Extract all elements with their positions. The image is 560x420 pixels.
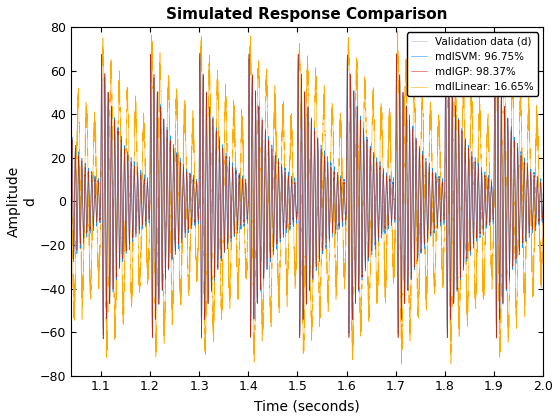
Line: mdlGP: 98.37%: mdlGP: 98.37% (52, 53, 543, 339)
Validation data (d) (78, 205, 85, 210)
mdlSVM: 96.75%: (1, 4.24): 96.75%: (1, 4.24) (48, 190, 55, 195)
mdlGP: 98.37%: (1.06, -2.93): 98.37%: (1.06, -2.93) (78, 205, 85, 210)
mdlGP: 98.37%: (1.95, 12.1): 98.37%: (1.95, 12.1) (514, 173, 521, 178)
mdlGP: 98.37%: (1, -57.1): 98.37%: (1, -57.1) (50, 323, 57, 328)
mdlLinear: 16.65%: (1.06, -22.1): 16.65%: (1.06, -22.1) (78, 247, 85, 252)
mdlLinear: 16.65%: (1.49, 31.8): 16.65%: (1.49, 31.8) (288, 130, 295, 135)
mdlGP: 98.37%: (1.3, 68.1): 98.37%: (1.3, 68.1) (197, 50, 203, 55)
mdlGP: 98.37%: (1.2, 3.72): 98.37%: (1.2, 3.72) (144, 191, 151, 196)
Line: mdlLinear: 16.65%: mdlLinear: 16.65% (52, 31, 543, 364)
mdlLinear: 16.65%: (1, 0.99): 16.65%: (1, 0.99) (48, 197, 55, 202)
mdlGP: 98.37%: (1, 1.34): 98.37%: (1, 1.34) (48, 196, 55, 201)
mdlSVM: 96.75%: (1, -58.7): 96.75%: (1, -58.7) (50, 327, 57, 332)
mdlSVM: 96.75%: (1.9, -62): 96.75%: (1.9, -62) (493, 334, 500, 339)
Y-axis label: Amplitude
d: Amplitude d (7, 166, 37, 237)
mdlLinear: 16.65%: (1.04, 0.418): 16.65%: (1.04, 0.418) (69, 198, 76, 203)
Validation data (d) (246, 52, 253, 58)
mdlSVM: 96.75%: (2, 4.01): 96.75%: (2, 4.01) (540, 190, 547, 195)
mdlSVM: 96.75%: (1.06, -0.872): 96.75%: (1.06, -0.872) (78, 201, 85, 206)
mdlLinear: 16.65%: (1.71, -74.8): 16.65%: (1.71, -74.8) (398, 362, 405, 367)
Title: Simulated Response Comparison: Simulated Response Comparison (166, 7, 448, 22)
mdlSVM: 96.75%: (1.49, 8.99): 96.75%: (1.49, 8.99) (288, 179, 295, 184)
Validation data (d) (514, 176, 521, 181)
mdlLinear: 16.65%: (1.2, -35.6): 16.65%: (1.2, -35.6) (144, 276, 151, 281)
mdlGP: 98.37%: (1.04, 27.3): 98.37%: (1.04, 27.3) (69, 139, 76, 144)
mdlGP: 98.37%: (2, 1.3): 98.37%: (2, 1.3) (540, 196, 547, 201)
mdlSVM: 96.75%: (1.95, 13.3): 96.75%: (1.95, 13.3) (514, 170, 521, 175)
mdlLinear: 16.65%: (1.7, 78.4): 16.65%: (1.7, 78.4) (394, 28, 401, 33)
Validation data (d) (144, 191, 151, 196)
Validation data (d) (69, 147, 76, 152)
mdlLinear: 16.65%: (2, 3.77): 16.65%: (2, 3.77) (540, 191, 547, 196)
mdlLinear: 16.65%: (1.95, -43): 16.65%: (1.95, -43) (514, 292, 521, 297)
Validation data (d) (48, 199, 55, 204)
mdlSVM: 96.75%: (1, 65.8): 96.75%: (1, 65.8) (49, 55, 56, 60)
X-axis label: Time (seconds): Time (seconds) (254, 399, 360, 413)
mdlGP: 98.37%: (1.49, 7.68): 98.37%: (1.49, 7.68) (288, 182, 295, 187)
Validation data (d) (50, 320, 57, 326)
Validation data (d) (288, 185, 295, 190)
Line: mdlSVM: 96.75%: mdlSVM: 96.75% (52, 58, 543, 336)
Validation data (d) (395, 333, 402, 339)
mdlLinear: 16.65%: (1, 70.7): 16.65%: (1, 70.7) (50, 45, 57, 50)
mdlSVM: 96.75%: (1.2, 5.2): 96.75%: (1.2, 5.2) (144, 188, 151, 193)
mdlGP: 98.37%: (1.11, -63.2): 98.37%: (1.11, -63.2) (100, 336, 106, 341)
mdlSVM: 96.75%: (1.04, 29.5): 96.75%: (1.04, 29.5) (69, 135, 76, 140)
Validation data (d) (540, 199, 547, 204)
Legend: Validation data (d), mdlSVM: 96.75%, mdlGP: 98.37%, mdlLinear: 16.65%: Validation data (d), mdlSVM: 96.75%, mdl… (407, 32, 538, 97)
Line: Validation data (d): Validation data (d) (52, 55, 543, 336)
